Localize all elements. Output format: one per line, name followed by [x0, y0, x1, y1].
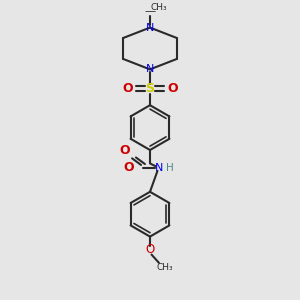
Text: CH₃: CH₃: [151, 3, 167, 12]
Text: O: O: [119, 144, 130, 157]
Text: CH₃: CH₃: [157, 263, 173, 272]
Text: O: O: [146, 243, 154, 256]
Text: N: N: [146, 64, 154, 74]
Text: H: H: [167, 163, 174, 173]
Text: N: N: [146, 22, 154, 33]
Text: O: O: [122, 82, 133, 95]
Text: —: —: [144, 6, 156, 16]
Text: S: S: [146, 82, 154, 95]
Text: O: O: [167, 82, 178, 95]
Text: N: N: [155, 163, 163, 173]
Text: O: O: [124, 161, 134, 174]
